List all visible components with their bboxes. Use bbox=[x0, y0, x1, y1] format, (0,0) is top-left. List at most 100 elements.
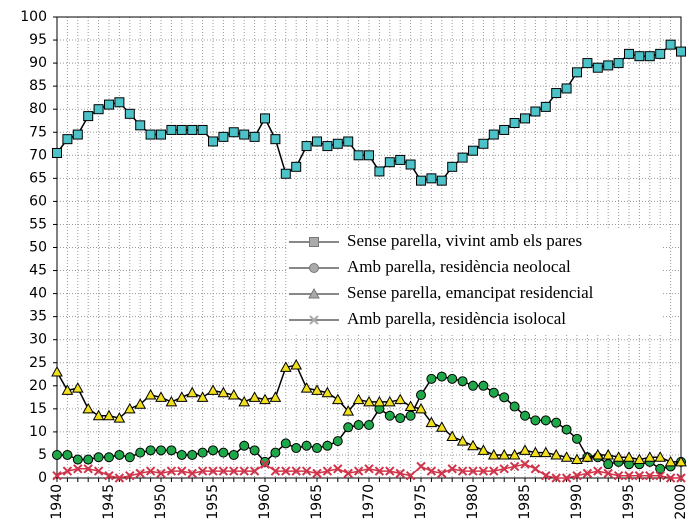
marker bbox=[404, 400, 417, 412]
marker bbox=[446, 430, 459, 442]
marker bbox=[634, 470, 645, 481]
marker bbox=[73, 464, 83, 474]
marker bbox=[83, 454, 94, 465]
marker bbox=[509, 118, 520, 129]
marker bbox=[489, 466, 499, 476]
x-tick-label: 1995 bbox=[621, 484, 637, 520]
y-tick-label: 85 bbox=[29, 78, 47, 94]
marker bbox=[655, 470, 665, 481]
marker bbox=[332, 138, 343, 149]
marker bbox=[312, 136, 322, 147]
marker bbox=[187, 449, 198, 460]
marker bbox=[52, 470, 62, 481]
marker bbox=[217, 386, 230, 398]
marker bbox=[300, 382, 313, 393]
marker bbox=[373, 395, 386, 407]
marker bbox=[468, 145, 478, 156]
marker bbox=[593, 466, 603, 476]
marker bbox=[499, 124, 510, 135]
marker bbox=[71, 382, 84, 393]
marker bbox=[103, 409, 115, 421]
marker bbox=[436, 371, 447, 382]
marker bbox=[72, 454, 83, 465]
marker bbox=[487, 448, 500, 460]
legend-label: Amb parella, residència neolocal bbox=[347, 257, 571, 276]
marker bbox=[114, 97, 125, 108]
marker bbox=[643, 451, 656, 462]
marker bbox=[269, 391, 282, 402]
y-tick-label: 75 bbox=[29, 124, 47, 140]
x-tick-label: 1965 bbox=[309, 484, 325, 520]
marker bbox=[166, 124, 177, 135]
marker bbox=[467, 439, 479, 451]
marker bbox=[135, 447, 146, 458]
marker bbox=[93, 452, 104, 463]
marker bbox=[238, 395, 251, 407]
marker bbox=[135, 120, 146, 131]
marker bbox=[676, 473, 686, 483]
y-tick-label: 40 bbox=[29, 286, 47, 302]
marker bbox=[321, 386, 334, 398]
marker bbox=[447, 161, 458, 172]
marker bbox=[104, 470, 114, 481]
y-tick-label: 0 bbox=[38, 470, 47, 486]
marker bbox=[332, 436, 343, 447]
marker bbox=[645, 470, 655, 481]
x-tick-label: 1980 bbox=[465, 484, 481, 520]
marker bbox=[156, 468, 166, 479]
legend-label: Sense parella, vivint amb els pares bbox=[347, 231, 582, 250]
marker bbox=[426, 173, 437, 184]
marker bbox=[572, 433, 582, 444]
marker bbox=[249, 445, 260, 456]
plot-frame bbox=[56, 16, 682, 479]
y-tick-label: 15 bbox=[29, 401, 47, 417]
marker bbox=[613, 58, 624, 69]
marker bbox=[425, 416, 438, 428]
marker bbox=[92, 409, 105, 421]
y-tick-label: 30 bbox=[29, 332, 47, 348]
marker bbox=[665, 473, 676, 483]
marker bbox=[550, 448, 563, 460]
marker bbox=[394, 393, 407, 405]
marker bbox=[249, 466, 260, 476]
marker bbox=[509, 461, 520, 472]
legend: Sense parella, vivint amb els pares Amb p… bbox=[287, 229, 662, 335]
marker bbox=[395, 468, 405, 479]
marker bbox=[331, 393, 344, 405]
marker bbox=[301, 141, 312, 152]
marker bbox=[395, 154, 406, 165]
marker bbox=[352, 393, 365, 405]
marker bbox=[374, 166, 385, 177]
marker bbox=[561, 424, 572, 435]
marker bbox=[561, 83, 572, 94]
marker bbox=[156, 445, 166, 456]
marker bbox=[322, 141, 333, 152]
marker bbox=[436, 175, 447, 186]
marker bbox=[114, 473, 125, 483]
y-tick-label: 70 bbox=[29, 147, 47, 163]
y-tick-label: 20 bbox=[29, 378, 47, 394]
marker bbox=[144, 388, 157, 400]
marker bbox=[309, 263, 319, 273]
legend-label: Sense parella, emancipat residencial bbox=[347, 283, 594, 302]
marker bbox=[270, 447, 281, 458]
marker bbox=[207, 384, 219, 395]
marker bbox=[603, 60, 614, 71]
marker bbox=[72, 129, 83, 140]
marker bbox=[145, 466, 156, 476]
x-tick-label: 1955 bbox=[205, 484, 221, 520]
marker bbox=[520, 410, 530, 421]
marker bbox=[83, 111, 94, 122]
y-tick-label: 50 bbox=[29, 240, 47, 256]
marker bbox=[426, 466, 437, 476]
x-tick-label: 1950 bbox=[153, 484, 169, 520]
marker bbox=[177, 466, 187, 476]
marker bbox=[571, 453, 583, 465]
marker bbox=[166, 466, 177, 476]
x-tick-label: 1985 bbox=[517, 484, 533, 520]
marker bbox=[176, 124, 187, 135]
marker bbox=[197, 124, 208, 135]
y-tick-label: 10 bbox=[29, 424, 47, 440]
y-tick-label: 100 bbox=[20, 9, 47, 25]
